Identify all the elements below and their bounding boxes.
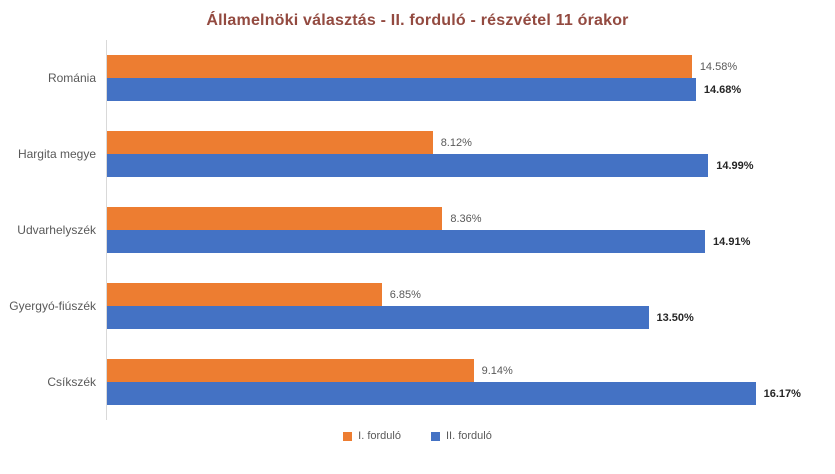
legend: I. forduló II. forduló (0, 430, 835, 442)
data-label: 8.36% (450, 212, 482, 225)
legend-item-i-fordulo: I. forduló (343, 430, 401, 442)
data-label: 14.99% (716, 159, 754, 172)
bar-i-fordulo (107, 207, 443, 230)
chart-row: Románia 14.58% 14.68% (10, 40, 829, 116)
bar-line: 9.14% (107, 359, 829, 382)
data-label: 8.12% (440, 136, 472, 149)
chart-row: Gyergyó-fiúszék 6.85% 13.50% (9, 268, 829, 344)
bar-ii-fordulo (107, 306, 649, 329)
legend-item-ii-fordulo: II. forduló (430, 430, 492, 442)
bar-line: 14.68% (107, 78, 829, 101)
legend-swatch-icon (430, 431, 440, 441)
bar-group: 9.14% 16.17% (106, 344, 829, 420)
plot-rows: Románia 14.58% 14.68% Hargita megye 8.12% 14.… (9, 40, 829, 420)
bar-line: 8.12% (107, 131, 829, 154)
bar-i-fordulo (107, 283, 382, 306)
bar-line: 14.99% (107, 154, 829, 177)
chart-row: Hargita megye 8.12% 14.99% (10, 116, 829, 192)
category-label: Hargita megye (17, 147, 96, 161)
chart-row: Csíkszék 9.14% 16.17% (10, 344, 829, 420)
bar-line: 13.50% (107, 306, 829, 329)
bar-ii-fordulo (107, 154, 709, 177)
data-label: 14.58% (699, 60, 738, 73)
bar-ii-fordulo (107, 230, 706, 253)
legend-swatch-icon (343, 431, 353, 441)
data-label: 16.17% (763, 387, 801, 400)
bar-line: 6.85% (107, 283, 829, 306)
legend-label: II. forduló (445, 430, 492, 442)
bar-i-fordulo (107, 359, 474, 382)
data-label: 14.68% (703, 83, 742, 96)
data-label: 13.50% (656, 311, 694, 324)
category-label: Románia (47, 71, 96, 85)
bar-ii-fordulo (107, 78, 696, 101)
category-label: Csíkszék (47, 375, 96, 389)
bar-i-fordulo (107, 55, 692, 78)
plot-area: Románia 14.58% 14.68% Hargita megye 8.12% 14.… (9, 40, 829, 420)
bar-line: 14.91% (107, 230, 829, 253)
bar-group: 6.85% 13.50% (106, 268, 829, 344)
bar-i-fordulo (107, 131, 433, 154)
bar-group: 14.58% 14.68% (106, 40, 829, 116)
data-label: 6.85% (389, 288, 421, 301)
data-label: 9.14% (481, 364, 513, 377)
chart-title: Államelnöki választás - II. forduló - ré… (206, 12, 629, 29)
bar-group: 8.36% 14.91% (106, 192, 829, 268)
data-label: 14.91% (713, 235, 751, 248)
bar-line: 16.17% (107, 382, 829, 405)
category-label: Udvarhelyszék (17, 223, 96, 237)
bar-line: 8.36% (107, 207, 829, 230)
chart-row: Udvarhelyszék 8.36% 14.91% (10, 192, 829, 268)
legend-label: I. forduló (358, 430, 401, 442)
bar-group: 8.12% 14.99% (106, 116, 829, 192)
bar-line: 14.58% (107, 55, 829, 78)
category-label: Gyergyó-fiúszék (9, 299, 96, 313)
bar-ii-fordulo (107, 382, 756, 405)
